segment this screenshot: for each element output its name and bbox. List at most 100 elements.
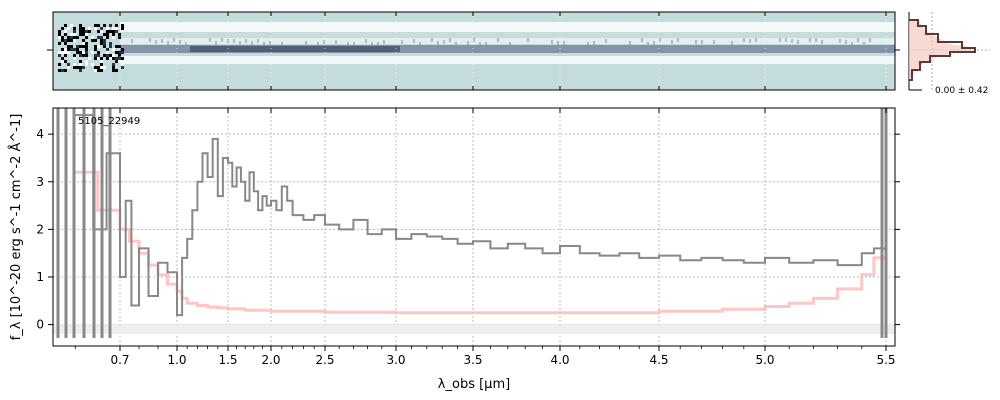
noise-pixel [79,30,82,33]
noise-pixel [97,51,100,54]
flux-point [837,264,839,266]
flux-point [722,259,724,261]
noise-pixel [97,36,100,39]
x-axis-label: λ_obs [μm] [438,377,510,392]
noise-pixel [401,40,403,44]
noise-pixel [106,27,109,30]
noise-pixel [61,48,64,51]
flux-point [147,295,150,297]
noise-pixel [91,51,94,54]
noise-pixel [85,33,88,36]
spectrum-2d-trace-bright [190,46,400,52]
noise-pixel [100,63,103,66]
noise-pixel [869,38,871,42]
noise-pixel [281,42,283,46]
uncertainty-point [559,312,561,314]
x-tick-label: 1.5 [218,353,237,367]
noise-pixel [755,38,757,42]
y-tick-label: 2 [36,222,44,236]
noise-pixel [743,38,745,42]
noise-pixel [749,39,751,43]
noise-pixel [100,69,103,72]
x-tick-label: 3.5 [463,353,482,367]
spectrum-2d-white-band-lower [120,56,895,64]
noise-pixel [64,24,67,27]
noise-pixel [106,36,109,39]
noise-pixel [112,54,115,57]
noise-pixel [563,41,565,45]
noise-pixel [94,57,97,60]
noise-pixel [79,54,82,57]
noise-pixel [103,45,106,48]
flux-point [119,276,121,278]
noise-pixel [112,30,115,33]
spectrum-2d-frame [52,11,896,91]
x-tick-label: 5.5 [876,353,895,367]
noise-pixel [100,39,103,42]
noise-pixel [76,66,79,69]
flux-point [138,247,140,249]
flux-point [281,185,283,188]
noise-pixel [100,27,103,30]
noise-pixel [106,54,109,57]
noise-pixel [85,45,88,48]
noise-pixel [79,27,82,30]
noise-pixel [79,66,82,69]
noise-pixel [185,42,187,46]
noise-pixel [85,48,88,51]
noise-pixel [335,40,337,44]
noise-pixel [155,40,157,44]
noise-pixel [115,60,118,63]
noise-pixel [61,57,64,60]
noise-pixel [118,60,121,63]
noise-pixel [73,30,76,33]
noise-pixel [731,41,733,45]
uncertainty-point [324,311,326,313]
uncertainty-point [244,309,246,311]
noise-pixel [88,30,91,33]
noise-pixel [97,57,100,60]
spectrum-2d-ticks [47,12,900,90]
noise-pixel [115,27,118,30]
noise-pixel [121,48,124,51]
uncertainty-point [658,310,660,312]
noise-pixel [851,42,853,46]
noise-pixel [85,63,88,66]
noise-pixel [58,36,61,39]
flux-point [658,255,660,257]
uncertainty-point [97,209,99,211]
noise-pixel [94,69,97,72]
noise-pixel [64,54,67,57]
noise-pixel [605,39,607,43]
noise-pixel [58,30,61,33]
noise-pixel [79,24,82,27]
noise-pixel [479,42,481,46]
flux-point [191,209,193,211]
noise-pixel [785,38,787,42]
noise-pixel [791,39,793,43]
noise-pixel [91,63,94,66]
noise-pixel [437,41,439,45]
noise-pixel [383,40,385,44]
plot-frame [52,107,896,347]
noise-pixel [109,42,112,45]
noise-pixel [131,39,133,43]
uncertainty-point [788,302,790,304]
noise-pixel [839,39,841,43]
flux-point [812,259,815,261]
noise-pixel [121,66,124,69]
noise-pixel [551,40,553,44]
noise-pixel [100,60,103,63]
noise-pixel [73,66,76,69]
noise-pixel [82,54,85,57]
noise-pixel [112,57,115,60]
noise-pixel [97,54,100,57]
spectrum-1d-panel: 0.7 1.0 1.5 2.0 2.5 3.0 3.5 4.0 4.5 5.0 5.5 01234 … [8,107,900,392]
noise-pixel [58,54,61,57]
noise-pixel [149,38,151,42]
noise-pixel [109,30,112,33]
flux-point [861,252,863,254]
noise-pixel [79,60,82,63]
noise-pixel [97,30,100,33]
noise-pixel [64,48,67,51]
